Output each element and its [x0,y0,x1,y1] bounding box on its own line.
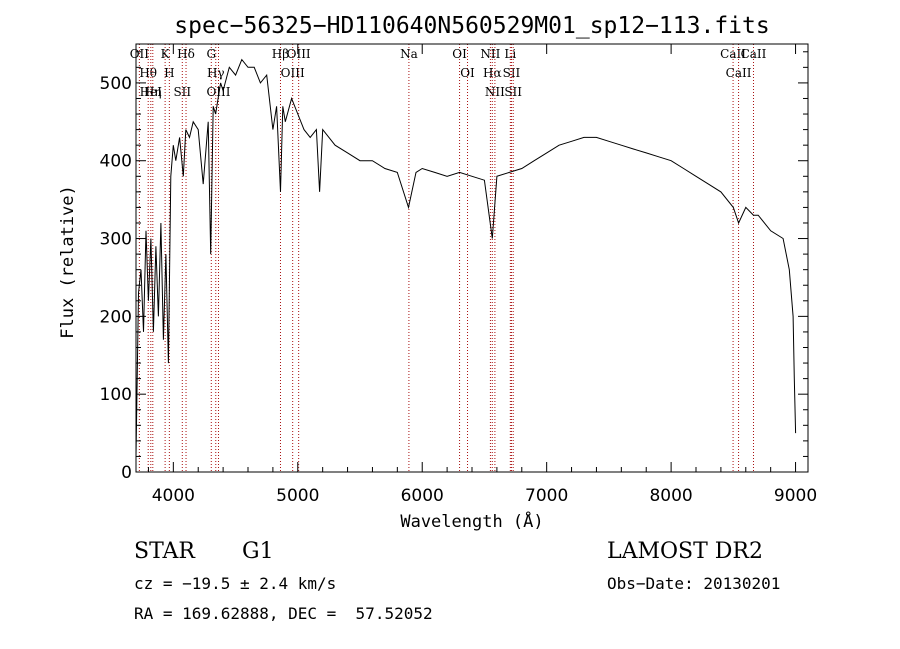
obs-date: Obs−Date: 20130201 [607,574,781,593]
line-marker-label: SII [173,85,191,99]
line-marker-label: OIII [206,85,230,99]
line-marker-label: Hα [483,66,502,80]
y-axis-label: Flux (relative) [58,185,78,339]
x-tick-label: 9000 [774,486,817,506]
line-marker-label: OII [130,47,150,61]
line-marker-label: OIII [281,66,305,80]
line-marker-label: Hγ [207,66,225,80]
x-axis-label: Wavelength (Å) [400,510,543,532]
line-marker-label: Hβ [272,47,289,61]
plot-frame [135,43,809,473]
line-marker-label: K [161,47,171,61]
survey-label: LAMOST DR2 [607,539,763,564]
x-tick-label: 4000 [152,486,195,506]
y-axis: 0 100 200 300 400 500 [100,51,808,483]
line-marker-label: CaII [741,47,767,61]
line-marker-label: Hδ [177,47,195,61]
line-marker-label: OI [452,47,467,61]
y-tick-label: 200 [100,307,132,327]
line-marker-label: SII [503,66,521,80]
line-marker-label: H [164,66,174,80]
x-tick-label: 7000 [525,486,568,506]
line-marker-label: SII [504,85,522,99]
line-marker-label: Hη [144,85,162,99]
x-tick-label: 5000 [276,486,319,506]
line-marker-label: OI [460,66,475,80]
y-tick-label: 300 [100,230,132,250]
class-label: STAR [134,539,195,564]
y-tick-label: 500 [100,74,132,94]
y-tick-label: 400 [100,152,132,172]
line-marker-label: Li [504,47,516,61]
line-marker-label: HeI [140,85,163,99]
line-marker-label: NII [485,85,505,99]
y-tick-label: 100 [100,385,132,405]
x-tick-label: 6000 [401,486,444,506]
coordinates: RA = 169.62888, DEC = 57.52052 [134,604,433,623]
line-marker-label: Na [400,47,418,61]
y-tick-label: 0 [121,463,132,483]
chart-title: spec−56325−HD110640N560529M01_sp12−113.f… [174,13,769,39]
cz-value: cz = −19.5 ± 2.4 km/s [134,574,337,593]
line-marker-label: NII [480,47,500,61]
line-marker-label: Hθ [139,66,157,80]
subclass-label: G1 [242,539,274,564]
line-marker-label: G [206,47,216,61]
line-marker-label: OIII [287,47,311,61]
line-marker-label: CaII [726,66,752,80]
line-marker-label: CaII [720,47,746,61]
x-axis: 4000 5000 6000 7000 8000 9000 [147,44,817,506]
spectrum-line [135,58,797,457]
x-tick-label: 8000 [649,486,692,506]
